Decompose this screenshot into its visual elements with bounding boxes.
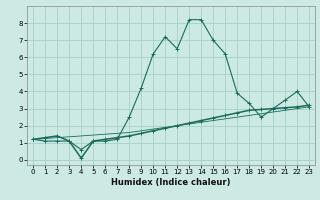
X-axis label: Humidex (Indice chaleur): Humidex (Indice chaleur) (111, 178, 231, 187)
